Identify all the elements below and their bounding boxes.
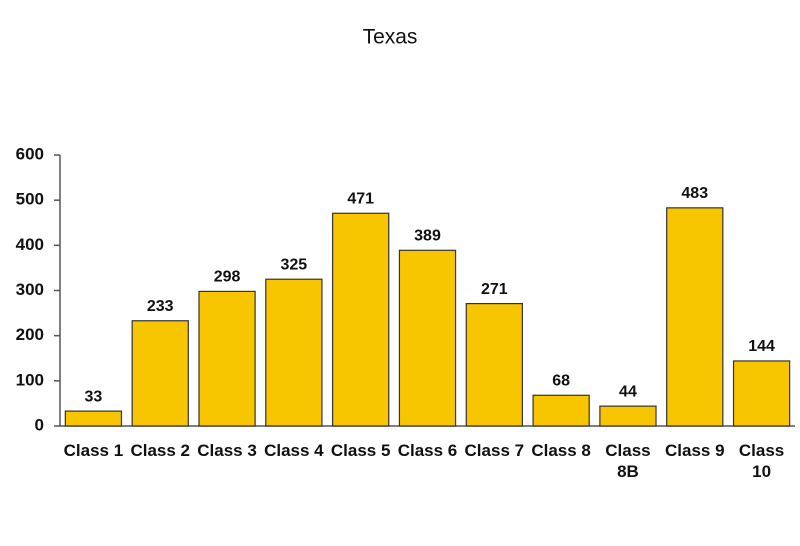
value-label: 271 [481,281,508,298]
x-tick-label: Class 1 [63,441,124,460]
bar [398,249,457,427]
bar [332,212,390,427]
bar [198,290,256,427]
value-label: 68 [552,373,570,390]
x-tick-label: Class 10 [738,441,785,481]
value-label: 233 [147,298,174,315]
y-tick-label: 600 [16,144,44,163]
y-tick-label: 400 [16,235,44,254]
x-tick-label: Class 8 [531,441,591,460]
value-label: 471 [347,190,374,207]
x-tick-label: Class 3 [197,441,257,460]
value-label: 33 [85,388,103,405]
y-tick-label: 500 [16,190,44,209]
value-label: 325 [281,256,308,273]
x-tick-label: Class 7 [464,441,525,460]
bar [465,302,523,427]
bar [666,207,724,427]
bar [265,278,323,427]
value-label: 389 [414,228,441,245]
x-tick-label: Class 9 [664,441,725,460]
value-label: 483 [681,185,708,202]
x-tick-label: Class 5 [330,441,391,460]
bar [131,320,189,427]
bar [532,394,590,427]
value-label: 144 [748,338,775,355]
y-tick-label: 300 [16,280,44,299]
value-label: 44 [619,383,637,400]
value-label: 298 [214,269,241,286]
x-tick-label: Class 6 [397,441,458,460]
bar [732,360,791,427]
chart-title: Texas [363,26,418,49]
x-tick-label: Class 2 [130,441,190,460]
x-tick-label: Class 4 [264,441,324,460]
bar [64,410,123,427]
x-tick-label: Class 8B [605,441,651,481]
y-tick-label: 0 [35,415,44,434]
y-tick-label: 100 [16,370,44,389]
y-tick-label: 200 [16,325,44,344]
bar [599,405,657,427]
